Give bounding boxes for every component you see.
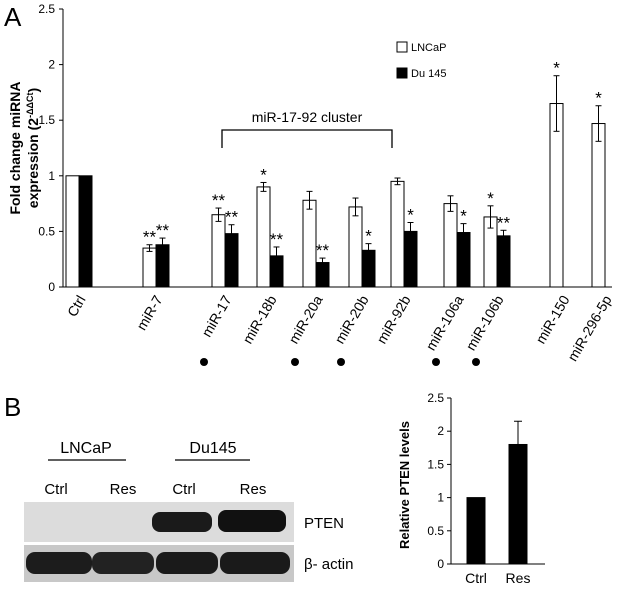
y-tick-label: 0	[48, 280, 55, 294]
bar-du-145-mir-106b	[496, 235, 511, 288]
legend-label-du145: Du 145	[411, 68, 446, 80]
blot-label-actin: β- actin	[304, 556, 353, 573]
blot-lane-2: Res	[110, 481, 137, 498]
bar-lncap-mir-20b	[348, 206, 363, 288]
bar-lncap-mir-20a	[302, 199, 317, 288]
cluster-label: miR-17-92 cluster	[252, 109, 363, 125]
significance-marker: *	[595, 89, 602, 108]
bar-du-145-ctrl	[78, 175, 93, 288]
y-axis-title-line1: Fold change miRNA	[7, 81, 23, 214]
b-y-tick-label: 2	[437, 424, 444, 438]
x-tick-label-mir-20b: miR-20b	[331, 292, 371, 346]
y-axis-title-line2: expression (2	[25, 118, 41, 208]
significance-marker: *	[365, 227, 372, 246]
panel-a-y-axis-title-2: expression (2-ΔΔCt)	[25, 88, 41, 208]
x-tick-label-mir-92b: miR-92b	[373, 292, 413, 346]
b-y-tick-label: 0.5	[427, 524, 444, 538]
panel-a-y-axis-title: Fold change miRNA	[7, 81, 23, 214]
b-y-tick-label: 0	[437, 557, 444, 571]
significance-marker: *	[260, 165, 267, 184]
significance-marker: **	[212, 191, 226, 210]
blot-actin-band-4	[220, 552, 290, 574]
significance-marker: **	[316, 241, 330, 260]
blot-group-du145: Du145	[189, 440, 236, 457]
legend-swatch-du145	[396, 67, 408, 79]
x-tick-label-mir-7: miR-7	[133, 292, 166, 333]
bar-lncap-mir-7	[142, 247, 157, 288]
panel-b-label: B	[4, 392, 21, 422]
blot-lane-3: Ctrl	[172, 481, 195, 498]
blot-lane-1: Ctrl	[44, 481, 67, 498]
y-tick-label: 0.5	[38, 224, 55, 238]
panel-a-label: A	[4, 2, 22, 32]
panel-b-chart: 0 0.5 1 1.5 2 2.5 Ctrl Res	[427, 391, 545, 586]
blot-group-lncap: LNCaP	[60, 440, 112, 457]
x-tick-label-mir-106a: miR-106a	[422, 292, 466, 353]
y-tick-label: 2	[48, 58, 55, 72]
significance-marker: *	[460, 207, 467, 226]
significance-marker: **	[225, 208, 239, 227]
significance-marker: **	[156, 221, 170, 240]
x-tick-label-mir-150: miR-150	[532, 292, 572, 346]
bar-lncap-ctrl	[65, 175, 80, 288]
x-tick-label-mir-18b: miR-18b	[239, 292, 279, 346]
y-tick-label: 1.5	[38, 113, 55, 127]
category-marker-dot	[472, 358, 480, 366]
x-tick-label-mir-17: miR-17	[198, 292, 235, 339]
blot-actin-band-2	[92, 552, 154, 574]
category-marker-dot	[200, 358, 208, 366]
legend-label-lncap: LNCaP	[411, 42, 446, 54]
x-tick-label-mir-106b: miR-106b	[462, 292, 506, 353]
category-marker-dot	[291, 358, 299, 366]
x-tick-label-mir-296-5p: miR-296-5p	[564, 292, 615, 364]
blot-actin-band-3	[156, 552, 218, 574]
b-bar-ctrl	[466, 497, 486, 565]
y-tick-label: 1	[48, 169, 55, 183]
blot-lane-4: Res	[240, 481, 267, 498]
bar-lncap-mir-18b	[256, 186, 271, 288]
legend-swatch-lncap	[396, 41, 408, 53]
legend: LNCaP Du 145	[396, 41, 446, 80]
b-y-tick-label: 1	[437, 491, 444, 505]
x-tick-label-ctrl: Ctrl	[64, 293, 89, 320]
category-marker-dot	[337, 358, 345, 366]
blot-pten-band-3	[152, 512, 212, 532]
blot-actin-band-1	[26, 552, 92, 574]
significance-marker: **	[270, 230, 284, 249]
x-tick-label-mir-20a: miR-20a	[285, 292, 325, 346]
y-axis-title-sup: -ΔΔCt	[25, 92, 35, 117]
blot-pten-band-4	[218, 510, 286, 532]
cluster-bracket	[221, 129, 393, 148]
bar-lncap-mir-17	[211, 214, 226, 288]
significance-marker: *	[553, 59, 560, 78]
b-x-tick-label-res: Res	[506, 570, 531, 586]
b-x-tick-label-ctrl: Ctrl	[465, 570, 487, 586]
bar-lncap-mir-296-5p	[591, 123, 606, 288]
y-tick-label: 2.5	[38, 2, 55, 16]
category-marker-dot	[432, 358, 440, 366]
panel-b-y-axis-title: Relative PTEN levels	[397, 421, 412, 549]
b-bar-res	[508, 443, 528, 565]
b-y-tick-label: 2.5	[427, 391, 444, 405]
significance-marker: **	[143, 228, 157, 247]
bar-lncap-mir-92b	[390, 180, 405, 288]
blot-label-pten: PTEN	[304, 515, 344, 532]
bar-lncap-mir-106a	[443, 203, 458, 288]
significance-marker: **	[497, 213, 511, 232]
significance-marker: *	[487, 189, 494, 208]
y-axis-title-close: )	[25, 88, 41, 93]
significance-marker: *	[407, 206, 414, 225]
b-y-tick-label: 1.5	[427, 457, 444, 471]
western-blot: LNCaP Du145 Ctrl Res Ctrl Res PTEN β- ac…	[24, 440, 353, 582]
